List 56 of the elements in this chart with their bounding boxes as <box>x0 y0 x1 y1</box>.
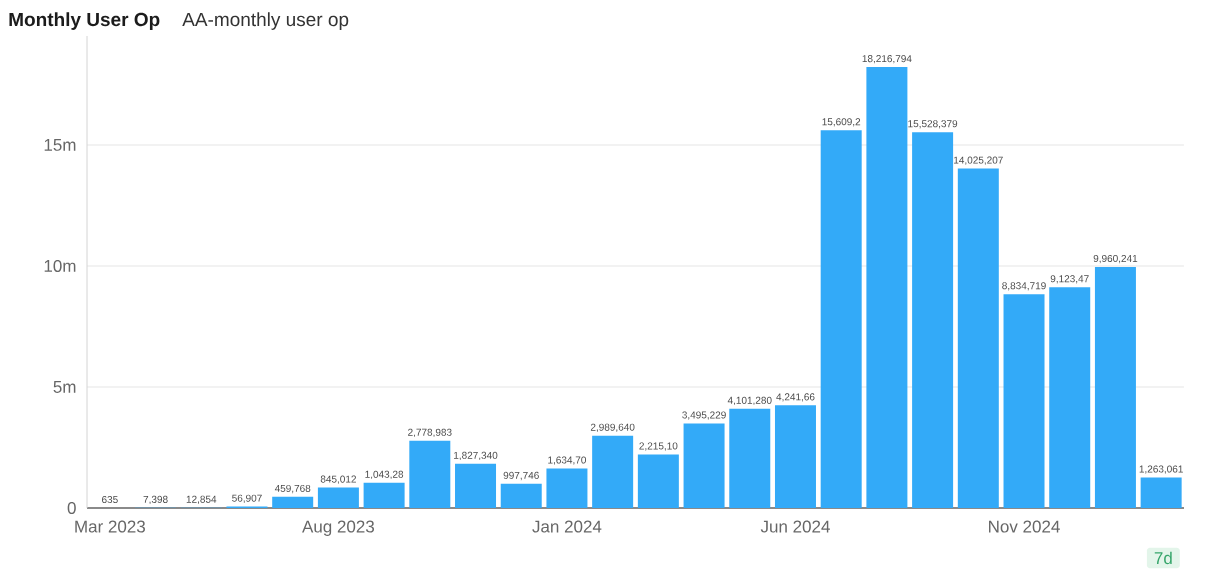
chart-title: Monthly User Op <box>9 12 160 30</box>
data-label: 845,012 <box>320 475 356 484</box>
bar <box>637 454 679 508</box>
data-label: 1,043,28 <box>365 470 404 480</box>
data-label: 3,495,229 <box>682 411 726 420</box>
y-tick-label: 5m <box>53 381 76 393</box>
data-label: 459,768 <box>274 484 311 494</box>
data-label: 9,960,241 <box>1093 254 1138 264</box>
data-label: 18,216,794 <box>862 55 912 64</box>
y-tick-label: 15m <box>44 138 76 151</box>
data-label: 2,215,10 <box>639 442 678 451</box>
bar <box>500 483 542 508</box>
bar <box>455 463 497 508</box>
bar <box>912 132 954 508</box>
bar <box>317 487 359 508</box>
data-label: 2,778,983 <box>408 428 452 438</box>
bar <box>409 440 451 508</box>
bar <box>1140 477 1182 508</box>
bar <box>363 482 405 508</box>
data-label: 9,123,47 <box>1050 275 1089 284</box>
data-label: 56,907 <box>232 494 262 503</box>
chart-subtitle: AA-monthly user op <box>182 12 349 30</box>
bar <box>866 67 908 508</box>
y-tick-label: 10m <box>44 259 76 272</box>
data-label: 15,609,2 <box>822 118 861 127</box>
y-tick-label: 0 <box>67 501 76 515</box>
x-tick-label: Aug 2023 <box>302 520 375 536</box>
data-label: 997,746 <box>503 471 539 481</box>
x-tick-label: Jan 2024 <box>532 520 602 533</box>
bar <box>1094 266 1136 508</box>
data-label: 4,101,280 <box>727 396 772 406</box>
bar <box>1049 287 1091 508</box>
data-label: 4,241,66 <box>776 393 815 402</box>
data-label: 635 <box>102 496 118 504</box>
text: 7d <box>1154 551 1172 565</box>
data-label: 7,398 <box>143 495 168 505</box>
data-label: 14,025,207 <box>954 156 1003 165</box>
bar <box>683 423 725 508</box>
bar <box>1003 294 1045 508</box>
bar <box>729 408 771 508</box>
bar <box>592 435 634 508</box>
data-label: 15,528,379 <box>908 120 958 129</box>
bar <box>546 468 588 508</box>
bar <box>957 168 999 508</box>
x-tick-label: Nov 2024 <box>989 520 1060 533</box>
data-label: 2,989,640 <box>590 423 635 432</box>
bar <box>272 496 314 508</box>
data-label: 1,634,70 <box>548 456 587 465</box>
x-tick-label: Jun 2024 <box>760 520 830 533</box>
data-label: 8,834,719 <box>1002 282 1046 291</box>
bar <box>820 130 862 508</box>
bar <box>774 405 816 508</box>
data-label: 12,854 <box>186 495 217 504</box>
data-label: 1,263,061 <box>1139 465 1183 474</box>
data-label: 1,827,340 <box>454 451 498 461</box>
x-tick-label: Mar 2023 <box>75 520 145 533</box>
